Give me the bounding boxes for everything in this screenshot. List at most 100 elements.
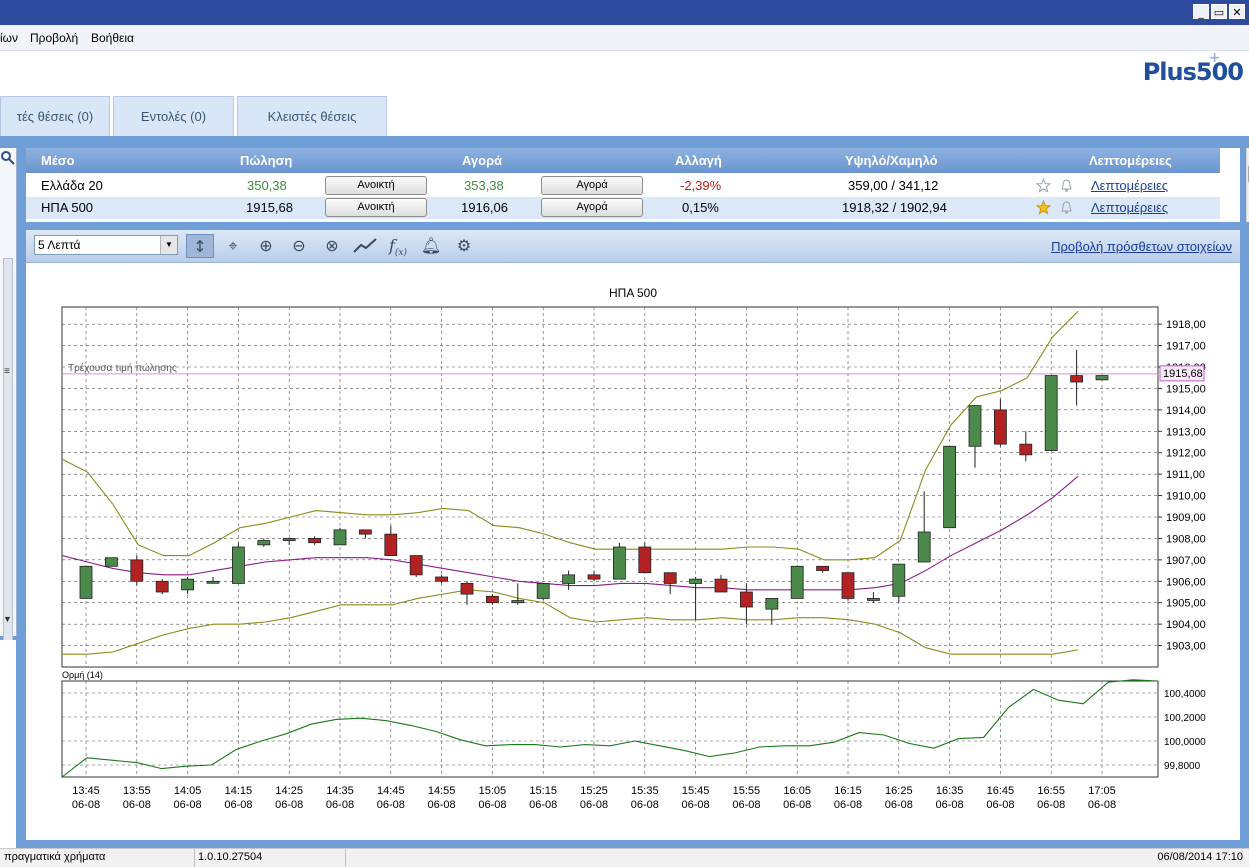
x-tick-label: 15:35: [631, 785, 659, 797]
candle-body: [994, 409, 1007, 445]
column-header-details[interactable]: Λεπτομέρειες: [1089, 153, 1172, 168]
candle-body: [1019, 443, 1033, 456]
bell-icon[interactable]: [1059, 178, 1074, 193]
candle-body: [105, 557, 118, 567]
x-tick-date: 06-08: [682, 799, 710, 811]
menu-item-cut[interactable]: ίων: [0, 31, 19, 45]
left-sidebar-lower: [0, 640, 16, 848]
cursor-tool-icon[interactable]: ↕: [186, 234, 214, 258]
x-tick-label: 15:15: [529, 785, 557, 797]
zoom-out-icon[interactable]: ⊖: [292, 236, 306, 255]
y-tick-label: 1915,00: [1166, 383, 1206, 395]
bell-icon[interactable]: [1059, 200, 1074, 215]
tab-closed-positions[interactable]: Κλειστές θέσεις: [237, 96, 387, 136]
status-bar: πραγματικά χρήματα 1.0.10.27504 06/08/20…: [0, 848, 1249, 867]
x-tick-label: 13:45: [72, 785, 100, 797]
x-tick-date: 06-08: [478, 799, 506, 811]
candle-body: [155, 580, 169, 593]
change-value: -2,39%: [680, 178, 722, 193]
star-filled-icon[interactable]: [1036, 200, 1051, 215]
current-price-box: [1159, 365, 1205, 382]
candle-body: [79, 565, 93, 599]
scroll-down-icon[interactable]: ▼: [3, 614, 12, 624]
x-tick-label: 15:55: [733, 785, 761, 797]
x-tick-label: 16:35: [936, 785, 964, 797]
minimize-button[interactable]: _: [1193, 4, 1209, 19]
candle-body: [765, 598, 779, 610]
candle-body: [181, 578, 195, 591]
x-tick-date: 06-08: [428, 799, 456, 811]
buy-button[interactable]: Αγορά: [541, 198, 643, 217]
tab-orders[interactable]: Εντολές (0): [113, 96, 234, 136]
column-header-change[interactable]: Αλλαγή: [675, 153, 722, 168]
y-tick-label: 1906,00: [1166, 576, 1206, 588]
column-header-buy[interactable]: Αγορά: [462, 153, 503, 168]
x-tick-date: 06-08: [123, 799, 151, 811]
details-link[interactable]: Λεπτομέρειες: [1091, 200, 1169, 215]
tab-open-positions[interactable]: τές θέσεις (0): [0, 96, 110, 136]
search-icon[interactable]: [0, 150, 16, 166]
table-row[interactable]: Ελλάδα 20 350,38 Ανοικτή 353,38 Αγορά -2…: [26, 175, 1220, 197]
column-header-sell[interactable]: Πώληση: [240, 153, 293, 168]
candle-body: [740, 591, 753, 608]
x-tick-date: 06-08: [631, 799, 659, 811]
x-tick-label: 15:45: [682, 785, 710, 797]
details-link[interactable]: Λεπτομέρειες: [1091, 178, 1169, 193]
candle-body: [409, 555, 423, 576]
status-datetime: 06/08/2014 17:10: [1157, 851, 1243, 863]
momentum-line: [61, 679, 1159, 778]
price-chart[interactable]: ΗΠΑ 500 13:45 06-08 13:55 06-08 14:05 06-08 14:…: [26, 263, 1240, 840]
tab-label: τές θέσεις (0): [16, 109, 94, 124]
alert-bell-icon[interactable]: 🔔︎: [420, 236, 442, 255]
menu-item-help[interactable]: Βοήθεια: [91, 31, 134, 45]
y-tick-label: 1904,00: [1166, 619, 1206, 631]
close-button[interactable]: ✕: [1229, 4, 1245, 19]
show-more-link[interactable]: Προβολή πρόσθετων στοιχείων: [1051, 239, 1232, 254]
grip-icon: ≡: [4, 366, 10, 377]
star-outline-icon[interactable]: [1036, 178, 1051, 193]
candle-body: [460, 583, 474, 595]
crosshair-icon[interactable]: ⌖: [228, 236, 238, 255]
candle-body: [638, 546, 652, 574]
sidebar-scrollbar[interactable]: [3, 258, 13, 648]
column-header-instrument[interactable]: Μέσο: [41, 153, 75, 168]
line-chart-icon[interactable]: [351, 234, 379, 258]
table-row[interactable]: ΗΠΑ 500 1915,68 Ανοικτή 1916,06 Αγορά 0,…: [26, 197, 1220, 219]
sell-button[interactable]: Ανοικτή: [325, 176, 427, 195]
high-low-value: 1918,32 / 1902,94: [842, 200, 947, 215]
x-tick-label: 15:05: [479, 785, 507, 797]
upper-band-line: [62, 310, 1079, 561]
candle-body: [892, 563, 906, 597]
candle-body: [358, 529, 372, 535]
menu-item-view[interactable]: Προβολή: [30, 31, 79, 45]
chevron-down-icon[interactable]: ▼: [160, 236, 177, 254]
zoom-reset-icon[interactable]: ⊗: [325, 236, 339, 255]
status-version: 1.0.10.27504: [198, 851, 263, 863]
candle-body: [663, 572, 677, 584]
candle-body: [257, 540, 271, 546]
x-tick-date: 06-08: [885, 799, 913, 811]
x-tick-date: 06-08: [834, 799, 862, 811]
candle-body: [841, 572, 855, 599]
zoom-in-icon[interactable]: ⊕: [259, 236, 273, 255]
x-tick-date: 06-08: [224, 799, 252, 811]
moving-average-line: [62, 475, 1079, 591]
logo-plus-icon: +: [1208, 50, 1221, 66]
candle-body: [231, 546, 245, 584]
x-tick-date: 06-08: [174, 799, 202, 811]
column-header-highlow[interactable]: Υψηλό/Χαμηλό: [845, 153, 938, 168]
buy-button[interactable]: Αγορά: [541, 176, 643, 195]
restore-button[interactable]: ▭: [1211, 4, 1227, 19]
y-tick-label: 1903,00: [1166, 641, 1206, 653]
chart-toolbar: 5 Λεπτά ▼ ↕ ⌖ ⊕ ⊖ ⊗ f(x) 🔔︎ ⚙ Προβολή πρ…: [26, 230, 1240, 263]
timeframe-select[interactable]: 5 Λεπτά ▼: [34, 235, 178, 255]
momentum-title: Ορμή (14): [62, 670, 103, 680]
y-tick-label: 1913,00: [1166, 426, 1206, 438]
x-tick-date: 06-08: [986, 799, 1014, 811]
x-tick-label: 16:15: [834, 785, 862, 797]
function-icon[interactable]: f(x): [388, 236, 408, 259]
sell-button[interactable]: Ανοικτή: [325, 198, 427, 217]
settings-gear-icon[interactable]: ⚙: [456, 236, 472, 255]
tab-label: Εντολές (0): [140, 109, 207, 124]
x-tick-date: 06-08: [580, 799, 608, 811]
